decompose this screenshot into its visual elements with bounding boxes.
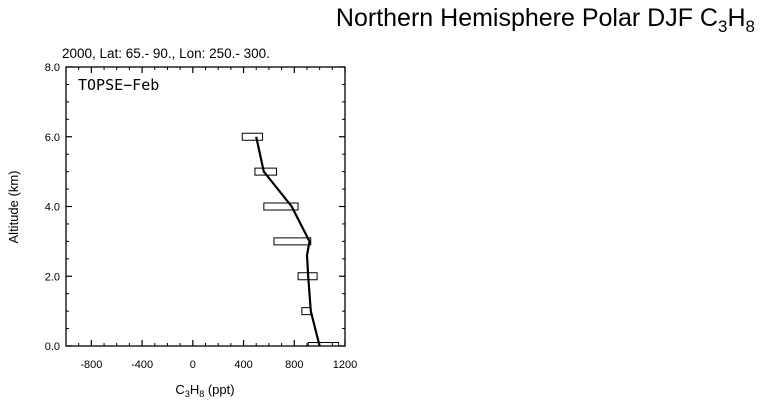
y-tick-label: 8.0 xyxy=(45,62,60,74)
x-tick-label: 0 xyxy=(190,359,196,371)
x-axis-title: C3H8 (ppt) xyxy=(175,382,234,399)
x-tick-label: -800 xyxy=(80,359,102,371)
x-tick-label: 1200 xyxy=(333,359,357,371)
range-box xyxy=(263,202,299,211)
chart-title: Northern Hemisphere Polar DJF C3H8 xyxy=(335,4,755,36)
y-tick-label: 2.0 xyxy=(45,271,60,283)
y-tick-label: 6.0 xyxy=(45,132,60,144)
range-box xyxy=(301,307,312,316)
annotation-label: TOPSE−Feb xyxy=(78,76,159,94)
y-tick-label: 0.0 xyxy=(45,341,60,353)
range-box xyxy=(307,342,340,347)
y-tick-label: 4.0 xyxy=(45,202,60,214)
range-box xyxy=(273,237,312,246)
range-box xyxy=(241,132,264,141)
y-axis-title: Altitude (km) xyxy=(6,171,21,244)
x-tick-label: 400 xyxy=(234,359,252,371)
x-tick-label: 800 xyxy=(285,359,303,371)
plot-frame xyxy=(65,66,346,347)
x-tick-label: -400 xyxy=(131,359,153,371)
c3h8-profile-line xyxy=(255,136,321,347)
chart-subtitle: 2000, Lat: 65.- 90., Lon: 250.- 300. xyxy=(62,46,270,61)
